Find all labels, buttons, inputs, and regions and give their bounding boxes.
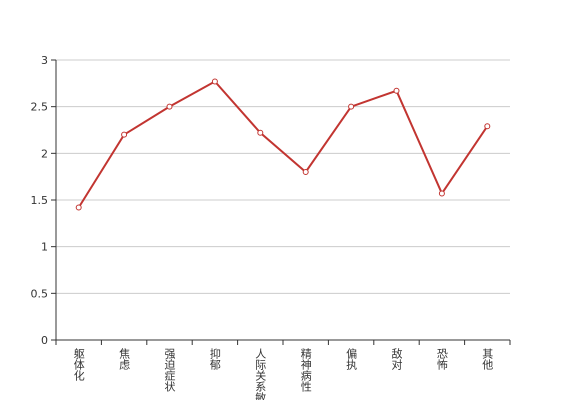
x-tick-label: 焦虑 bbox=[118, 348, 131, 370]
x-tick-label: 躯体化 bbox=[72, 348, 85, 382]
point bbox=[121, 131, 128, 138]
y-tick-label: 2.5 bbox=[31, 101, 49, 114]
point bbox=[302, 169, 309, 175]
line bbox=[77, 80, 489, 208]
point bbox=[484, 123, 491, 130]
point bbox=[211, 78, 218, 85]
y-tick-label: 0.5 bbox=[31, 287, 49, 300]
x-tick-label: 偏执 bbox=[345, 347, 358, 371]
point bbox=[393, 87, 400, 94]
x-tick-label: 恐怖 bbox=[435, 348, 448, 370]
y-tick-label: 3 bbox=[41, 54, 48, 67]
point bbox=[75, 204, 82, 211]
y-tick-label: 1.5 bbox=[31, 194, 49, 207]
x-tick-label: 抑郁 bbox=[208, 347, 221, 370]
x-tick-label: 敌对 bbox=[390, 347, 403, 370]
x-tick-label: 强迫症状 bbox=[163, 348, 176, 392]
point bbox=[166, 103, 173, 110]
y-tick-label: 0 bbox=[41, 334, 48, 347]
x-tick-label: 人际关系敏感 bbox=[254, 348, 267, 400]
y-tick-label: 1 bbox=[41, 241, 48, 254]
x-tick-label: 精神病性 bbox=[299, 348, 312, 393]
x-tick-label: 其他 bbox=[481, 348, 494, 370]
point bbox=[348, 103, 355, 110]
point bbox=[438, 190, 445, 197]
y-tick-label: 2 bbox=[41, 147, 48, 160]
point bbox=[257, 129, 264, 136]
